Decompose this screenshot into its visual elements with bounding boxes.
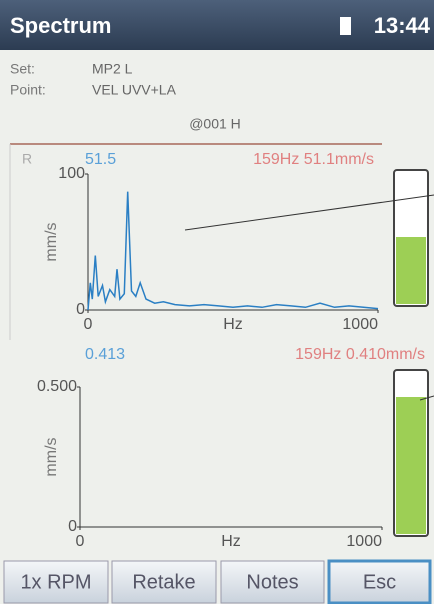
x-tick-label: 0 — [76, 533, 85, 550]
screen-title: Spectrum — [10, 13, 111, 38]
location: @001 H — [189, 116, 241, 132]
readout-value: 51.5 — [85, 151, 116, 168]
button-label[interactable]: Retake — [132, 571, 195, 593]
readout-peak: 159Hz 0.410mm/s — [295, 346, 425, 363]
x-axis-label: Hz — [221, 533, 241, 550]
button-label[interactable]: 1x RPM — [20, 571, 91, 593]
point-value: VEL UVV+LA — [92, 82, 177, 98]
y-tick-label: 100 — [58, 165, 85, 182]
set-value: MP2 L — [92, 61, 133, 77]
y-tick-label: 0.500 — [37, 378, 77, 395]
battery-icon — [340, 17, 351, 35]
button-bar: 1x RPM Retake Notes Esc — [4, 561, 430, 603]
readout-peak: 159Hz 51.1mm/s — [253, 151, 374, 168]
readout-value: 0.413 — [85, 346, 125, 363]
channel-label: R — [22, 151, 32, 167]
x-tick-label: 0 — [84, 316, 93, 333]
button-label[interactable]: Notes — [246, 571, 298, 593]
clock: 13:44 — [374, 13, 431, 38]
x-axis-label: Hz — [223, 316, 243, 333]
point-label: Point: — [10, 82, 46, 98]
page: {"header": {"title": "Spectrum", "time":… — [0, 0, 434, 604]
screen: Spectrum 13:44 Set: MP2 L Point: VEL UVV… — [0, 0, 434, 604]
button-label[interactable]: Esc — [363, 571, 396, 593]
y-axis-label: mm/s — [43, 222, 60, 261]
x-tick-label: 1000 — [342, 316, 378, 333]
gauge-fill — [396, 397, 426, 534]
set-label: Set: — [10, 61, 35, 77]
y-axis-label: mm/s — [43, 437, 60, 476]
x-tick-label: 1000 — [346, 533, 382, 550]
gauge-fill — [396, 237, 426, 304]
